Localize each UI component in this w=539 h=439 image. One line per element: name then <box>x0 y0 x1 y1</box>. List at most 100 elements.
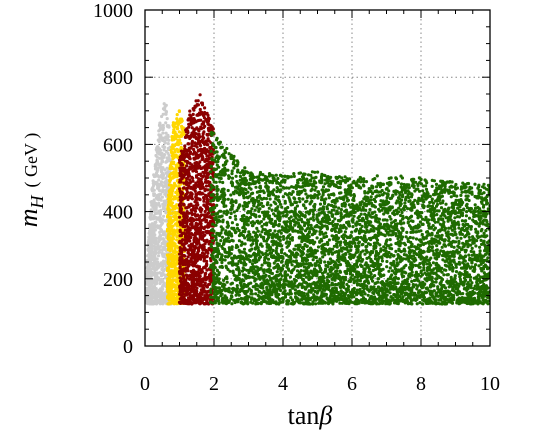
data-point <box>187 134 191 138</box>
data-point <box>199 297 203 301</box>
data-point <box>196 103 200 107</box>
data-point <box>187 233 191 237</box>
data-point <box>192 135 196 139</box>
data-point <box>188 117 193 121</box>
data-point <box>200 301 205 305</box>
data-point <box>161 302 165 306</box>
data-point <box>186 274 190 278</box>
data-point <box>190 242 194 246</box>
data-point <box>414 237 419 241</box>
data-point <box>452 258 456 262</box>
data-point <box>161 173 166 178</box>
data-point <box>161 112 165 116</box>
data-points <box>145 93 490 306</box>
data-point <box>149 275 153 279</box>
data-point <box>199 178 203 182</box>
data-point <box>185 160 189 164</box>
data-point <box>195 226 199 230</box>
data-point <box>340 204 344 208</box>
data-point <box>204 230 208 234</box>
data-point <box>203 124 207 128</box>
data-point <box>161 131 165 135</box>
data-point <box>200 213 204 217</box>
data-point <box>177 130 181 134</box>
data-point <box>203 233 207 237</box>
data-point <box>151 272 155 276</box>
data-point <box>206 154 210 158</box>
data-point <box>160 267 164 271</box>
data-point <box>268 197 272 201</box>
data-point <box>149 200 153 204</box>
data-point <box>215 231 219 235</box>
data-point <box>203 159 207 163</box>
data-point <box>202 174 206 178</box>
data-point <box>166 248 171 252</box>
data-point <box>339 240 343 244</box>
data-point <box>331 237 335 241</box>
data-point <box>151 295 155 299</box>
data-point <box>174 288 178 292</box>
data-point <box>372 241 376 245</box>
data-point <box>197 128 201 132</box>
data-point <box>368 214 372 218</box>
data-point <box>460 190 464 194</box>
data-point <box>166 254 170 258</box>
data-point <box>159 180 164 184</box>
data-point <box>477 183 481 187</box>
data-point <box>219 239 223 243</box>
data-point <box>166 236 170 240</box>
data-point <box>158 124 162 128</box>
data-point <box>153 208 157 212</box>
data-point <box>167 183 171 187</box>
data-point <box>146 298 150 302</box>
data-point <box>159 299 163 303</box>
data-point <box>193 258 197 262</box>
data-point <box>194 261 198 265</box>
data-point <box>164 191 168 195</box>
data-point <box>192 147 196 152</box>
data-point <box>153 277 157 281</box>
data-point <box>163 267 167 271</box>
data-point <box>164 171 168 175</box>
data-point <box>150 231 154 235</box>
data-point <box>206 251 210 255</box>
data-point <box>185 187 189 191</box>
data-point <box>207 128 211 132</box>
data-point <box>191 298 195 302</box>
data-point <box>475 221 479 225</box>
data-point <box>235 208 239 213</box>
data-point <box>192 108 196 112</box>
data-point <box>156 168 160 172</box>
data-point <box>166 260 170 264</box>
data-point <box>183 228 187 232</box>
data-point <box>381 267 385 271</box>
data-point <box>315 236 319 240</box>
data-point <box>159 152 163 156</box>
data-point <box>179 288 184 292</box>
data-point <box>178 272 182 276</box>
data-point <box>175 228 179 232</box>
data-point <box>171 264 175 268</box>
data-point <box>158 263 162 267</box>
data-point <box>182 173 187 177</box>
data-point <box>156 197 160 201</box>
data-point <box>163 230 167 234</box>
data-point <box>198 254 202 259</box>
data-point <box>166 142 170 146</box>
data-point <box>161 126 165 130</box>
data-point <box>201 134 205 139</box>
data-point <box>232 210 236 214</box>
data-point <box>183 166 187 170</box>
data-point <box>153 257 157 261</box>
data-point <box>205 120 209 124</box>
data-point <box>203 289 207 293</box>
data-point <box>157 178 161 182</box>
data-point <box>146 247 150 251</box>
data-point <box>274 173 278 177</box>
data-point <box>197 218 201 222</box>
data-point <box>192 238 196 242</box>
data-point <box>204 296 208 300</box>
data-point <box>405 230 409 234</box>
data-point <box>175 113 179 117</box>
data-point <box>175 203 179 207</box>
